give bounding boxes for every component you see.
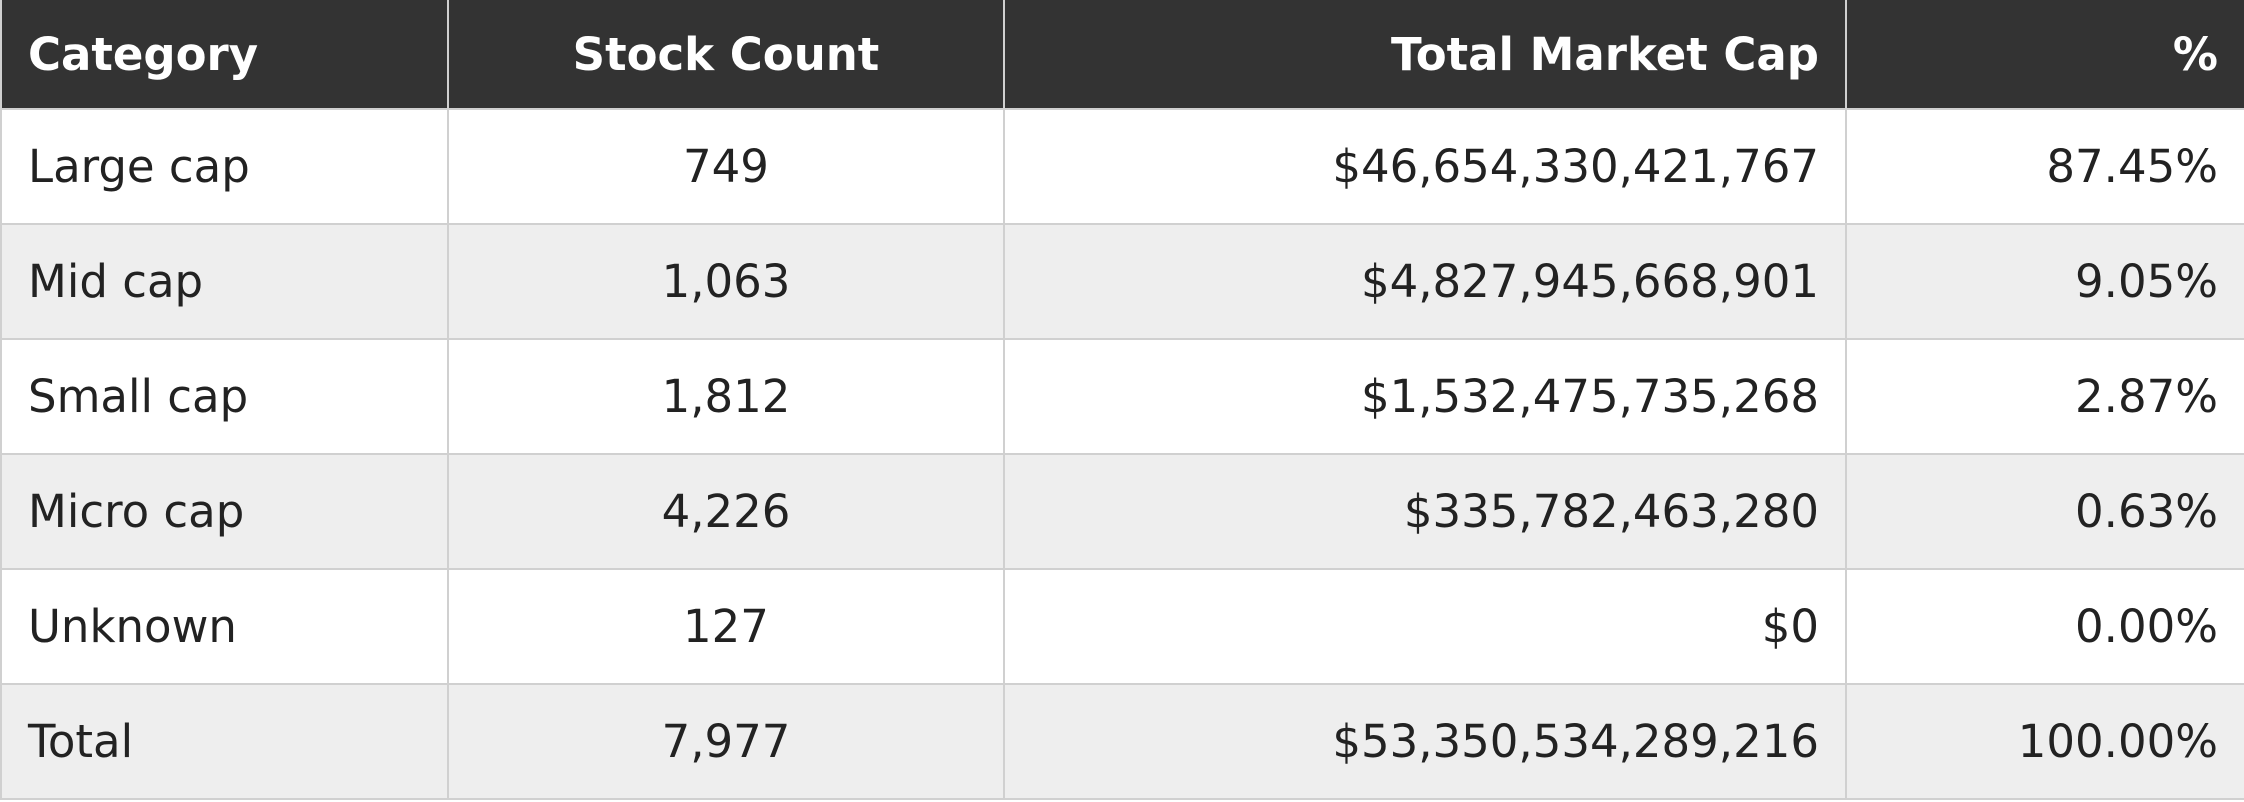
cell-category: Large cap bbox=[0, 108, 449, 225]
cell-total-market-cap: $1,532,475,735,268 bbox=[1003, 338, 1847, 455]
cell-percent: 9.05% bbox=[1845, 223, 2244, 340]
cell-total-market-cap: $46,654,330,421,767 bbox=[1003, 108, 1847, 225]
cell-stock-count: 749 bbox=[447, 108, 1005, 225]
cell-percent: 87.45% bbox=[1845, 108, 2244, 225]
cell-category: Total bbox=[0, 683, 449, 800]
cell-category: Mid cap bbox=[0, 223, 449, 340]
cell-total-market-cap: $4,827,945,668,901 bbox=[1003, 223, 1847, 340]
cell-category: Small cap bbox=[0, 338, 449, 455]
cell-stock-count: 1,063 bbox=[447, 223, 1005, 340]
column-header-total-market-cap[interactable]: Total Market Cap bbox=[1003, 0, 1847, 109]
cell-percent: 0.63% bbox=[1845, 453, 2244, 570]
table-body: Large cap 749 $46,654,330,421,767 87.45%… bbox=[0, 108, 2244, 800]
table-row: Unknown 127 $0 0.00% bbox=[0, 568, 2244, 685]
cell-stock-count: 127 bbox=[447, 568, 1005, 685]
column-header-percent[interactable]: % bbox=[1845, 0, 2244, 109]
total-row: Total 7,977 $53,350,534,289,216 100.00% bbox=[0, 683, 2244, 800]
cell-category: Micro cap bbox=[0, 453, 449, 570]
cell-stock-count: 1,812 bbox=[447, 338, 1005, 455]
cell-stock-count: 4,226 bbox=[447, 453, 1005, 570]
header-row: Category Stock Count Total Market Cap % bbox=[0, 0, 2244, 109]
cell-stock-count: 7,977 bbox=[447, 683, 1005, 800]
cell-total-market-cap: $53,350,534,289,216 bbox=[1003, 683, 1847, 800]
cell-percent: 0.00% bbox=[1845, 568, 2244, 685]
column-header-category[interactable]: Category bbox=[0, 0, 449, 109]
cell-category: Unknown bbox=[0, 568, 449, 685]
table-row: Large cap 749 $46,654,330,421,767 87.45% bbox=[0, 108, 2244, 225]
table-header: Category Stock Count Total Market Cap % bbox=[0, 0, 2244, 109]
cell-total-market-cap: $0 bbox=[1003, 568, 1847, 685]
cell-percent: 2.87% bbox=[1845, 338, 2244, 455]
cell-total-market-cap: $335,782,463,280 bbox=[1003, 453, 1847, 570]
column-header-stock-count[interactable]: Stock Count bbox=[447, 0, 1005, 109]
table-row: Mid cap 1,063 $4,827,945,668,901 9.05% bbox=[0, 223, 2244, 340]
table-row: Small cap 1,812 $1,532,475,735,268 2.87% bbox=[0, 338, 2244, 455]
table-row: Micro cap 4,226 $335,782,463,280 0.63% bbox=[0, 453, 2244, 570]
cell-percent: 100.00% bbox=[1845, 683, 2244, 800]
